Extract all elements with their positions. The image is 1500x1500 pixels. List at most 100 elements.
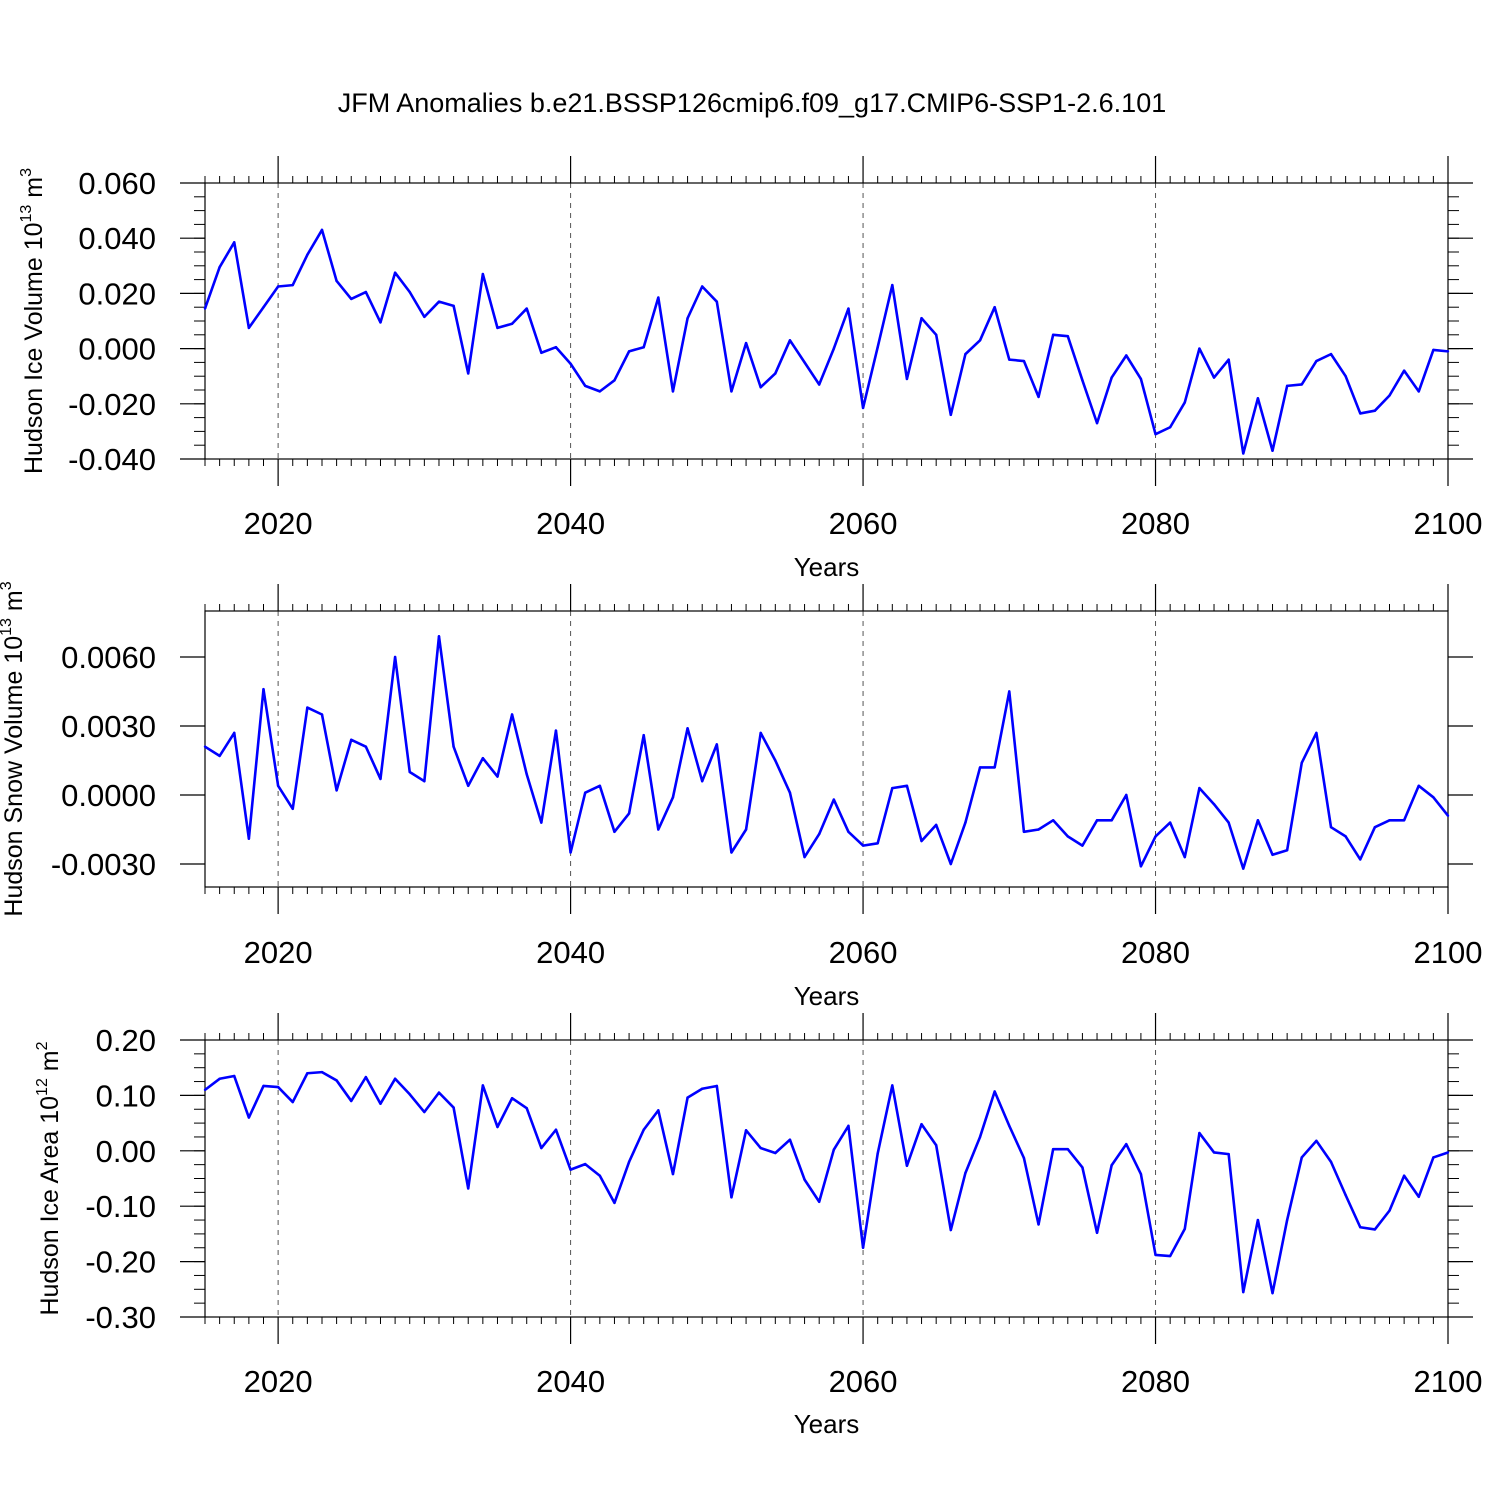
data-point xyxy=(715,1084,719,1088)
y-axis-title-superscript: 13 xyxy=(0,618,15,636)
data-point xyxy=(364,745,368,748)
plot-frame xyxy=(204,610,1449,888)
y-tick-label: 0.0030 xyxy=(61,709,156,744)
data-point xyxy=(540,821,543,824)
data-point xyxy=(1110,376,1113,379)
data-point xyxy=(774,759,777,762)
data-point xyxy=(335,789,338,792)
data-point xyxy=(262,688,265,691)
y-axis-title-text: Hudson Ice Volume 10 xyxy=(20,222,48,474)
data-point xyxy=(701,285,704,288)
data-point xyxy=(657,828,660,831)
data-point xyxy=(1329,352,1333,356)
data-point xyxy=(847,1124,850,1128)
data-point xyxy=(496,1125,499,1129)
data-point xyxy=(598,784,602,787)
data-point xyxy=(905,784,909,787)
data-point xyxy=(203,307,207,310)
data-point xyxy=(1095,819,1099,822)
data-point xyxy=(1242,867,1245,870)
data-point xyxy=(218,1077,221,1080)
data-point xyxy=(1022,1156,1026,1160)
data-point xyxy=(364,1075,368,1079)
data-point xyxy=(540,1146,543,1150)
data-point xyxy=(554,1128,558,1131)
data-point xyxy=(379,321,382,324)
data-point xyxy=(613,1201,616,1205)
data-point xyxy=(1432,348,1435,352)
data-point xyxy=(1285,849,1289,852)
data-point xyxy=(1212,376,1216,379)
data-point xyxy=(730,390,733,393)
data-point xyxy=(1183,1227,1186,1231)
data-point xyxy=(569,362,572,365)
data-point xyxy=(510,1096,514,1100)
data-point xyxy=(306,253,309,256)
y-tick-label: 0.00 xyxy=(96,1134,156,1169)
data-point xyxy=(1446,814,1450,817)
y-tick-label: -0.020 xyxy=(68,387,156,422)
data-point xyxy=(964,821,967,824)
data-point xyxy=(1271,853,1274,856)
x-tick-label: 2100 xyxy=(1414,506,1483,541)
data-point xyxy=(1037,1223,1040,1226)
data-point xyxy=(876,346,879,349)
data-point xyxy=(1095,421,1099,425)
data-point xyxy=(233,241,236,244)
series-line xyxy=(204,634,1450,870)
data-point xyxy=(1037,828,1040,831)
data-point xyxy=(203,1088,207,1092)
data-point xyxy=(1022,830,1026,833)
data-point xyxy=(1242,452,1245,455)
data-point xyxy=(759,731,762,735)
y-tick-label: -0.040 xyxy=(68,442,156,477)
data-point xyxy=(598,1174,602,1177)
data-point xyxy=(393,271,397,274)
data-point xyxy=(1183,855,1186,859)
data-point xyxy=(379,777,382,781)
data-point xyxy=(891,786,894,790)
data-point xyxy=(934,333,938,336)
data-point xyxy=(247,326,251,330)
data-point xyxy=(350,297,353,301)
data-point xyxy=(686,727,689,730)
data-point xyxy=(1081,844,1084,847)
panel-hudson-snow-volume: -0.0030 0.0000 0.0030 0.0060 2020 2040 2060 208… xyxy=(0,581,1482,1011)
data-point xyxy=(1271,1291,1274,1295)
data-point xyxy=(993,1090,996,1093)
data-point xyxy=(642,734,645,737)
data-point xyxy=(1256,819,1260,822)
y-axis-title-text: Hudson Ice Area 10 xyxy=(36,1096,64,1316)
data-point xyxy=(1300,761,1303,764)
y-tick-label: 0.060 xyxy=(78,166,156,201)
y-axis-title-text: m xyxy=(0,590,28,618)
data-point xyxy=(525,773,528,776)
data-point xyxy=(554,346,558,349)
data-point xyxy=(584,791,587,794)
data-point xyxy=(437,635,441,638)
data-point xyxy=(1446,350,1450,353)
data-point xyxy=(306,1072,309,1075)
panel-hudson-ice-area: -0.30 -0.20 -0.10 0.00 0.10 0.20 2020 2040 2060 2… xyxy=(34,1013,1482,1439)
y-tick-label: -0.10 xyxy=(85,1189,156,1224)
data-point xyxy=(218,754,221,758)
data-point xyxy=(247,1116,251,1119)
data-point xyxy=(627,1160,631,1164)
data-point xyxy=(1373,826,1377,829)
data-point xyxy=(1198,347,1201,350)
data-point xyxy=(1344,835,1347,838)
data-point xyxy=(1008,690,1011,693)
data-point xyxy=(481,757,485,760)
data-point xyxy=(262,1084,265,1088)
data-point xyxy=(613,830,616,833)
data-point xyxy=(1417,784,1420,787)
data-point xyxy=(350,1099,353,1103)
x-tick-label: 2100 xyxy=(1414,935,1483,970)
y-axis-title-text: m xyxy=(36,1050,64,1078)
data-point xyxy=(1388,819,1391,822)
y-tick-label: 0.10 xyxy=(96,1078,156,1113)
data-point xyxy=(569,851,572,854)
data-point xyxy=(276,784,280,787)
data-point xyxy=(993,766,996,769)
